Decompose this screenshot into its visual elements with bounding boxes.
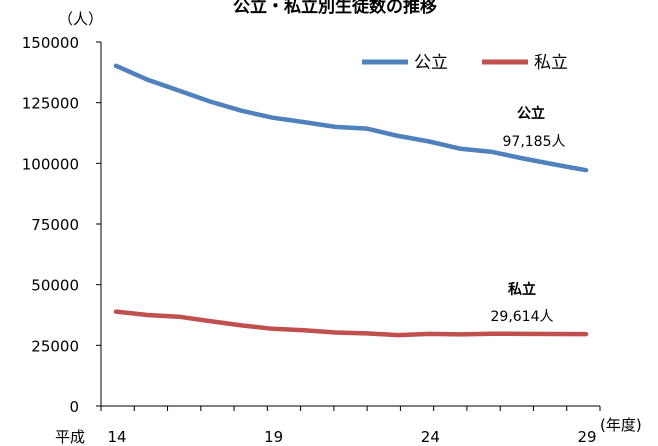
series-line-public	[113, 63, 589, 173]
x-tick-label: 24	[421, 428, 440, 446]
annotation-public-value: 97,185人	[503, 134, 566, 150]
legend-label-private: 私立	[534, 53, 568, 73]
y-tick-label: 75000	[31, 216, 79, 234]
chart-title: 公立・私立別生徒数の推移	[233, 0, 437, 17]
y-tick-label: 100000	[22, 155, 79, 173]
y-tick-label: 125000	[22, 95, 79, 113]
y-tick-label: 0	[69, 398, 79, 416]
annotation-private-name: 私立	[508, 281, 536, 298]
legend-label-public: 公立	[414, 53, 448, 73]
x-tick-label: 19	[264, 428, 283, 446]
axes	[100, 42, 600, 407]
series-lines	[113, 63, 589, 338]
y-axis-unit: （人）	[58, 10, 103, 28]
series-line-private	[113, 309, 589, 338]
y-tick-label: 150000	[22, 34, 79, 52]
x-tick-label: 29	[577, 428, 596, 446]
annotation-private: 私立 29,614人	[491, 281, 554, 325]
x-axis-ticks: 14 19 24 29	[100, 406, 601, 446]
y-axis-ticks: 0 25000 50000 75000 100000 125000 150000	[22, 34, 101, 416]
annotation-private-value: 29,614人	[491, 309, 554, 325]
x-axis-unit: (年度)	[600, 416, 642, 434]
y-tick-label: 50000	[31, 277, 79, 295]
x-axis-era: 平成	[55, 428, 85, 446]
legend: 公立 私立	[362, 53, 568, 73]
annotation-public: 公立 97,185人	[503, 105, 566, 150]
y-tick-label: 25000	[31, 337, 79, 355]
annotation-public-name: 公立	[517, 105, 545, 122]
x-tick-label: 14	[107, 428, 126, 446]
